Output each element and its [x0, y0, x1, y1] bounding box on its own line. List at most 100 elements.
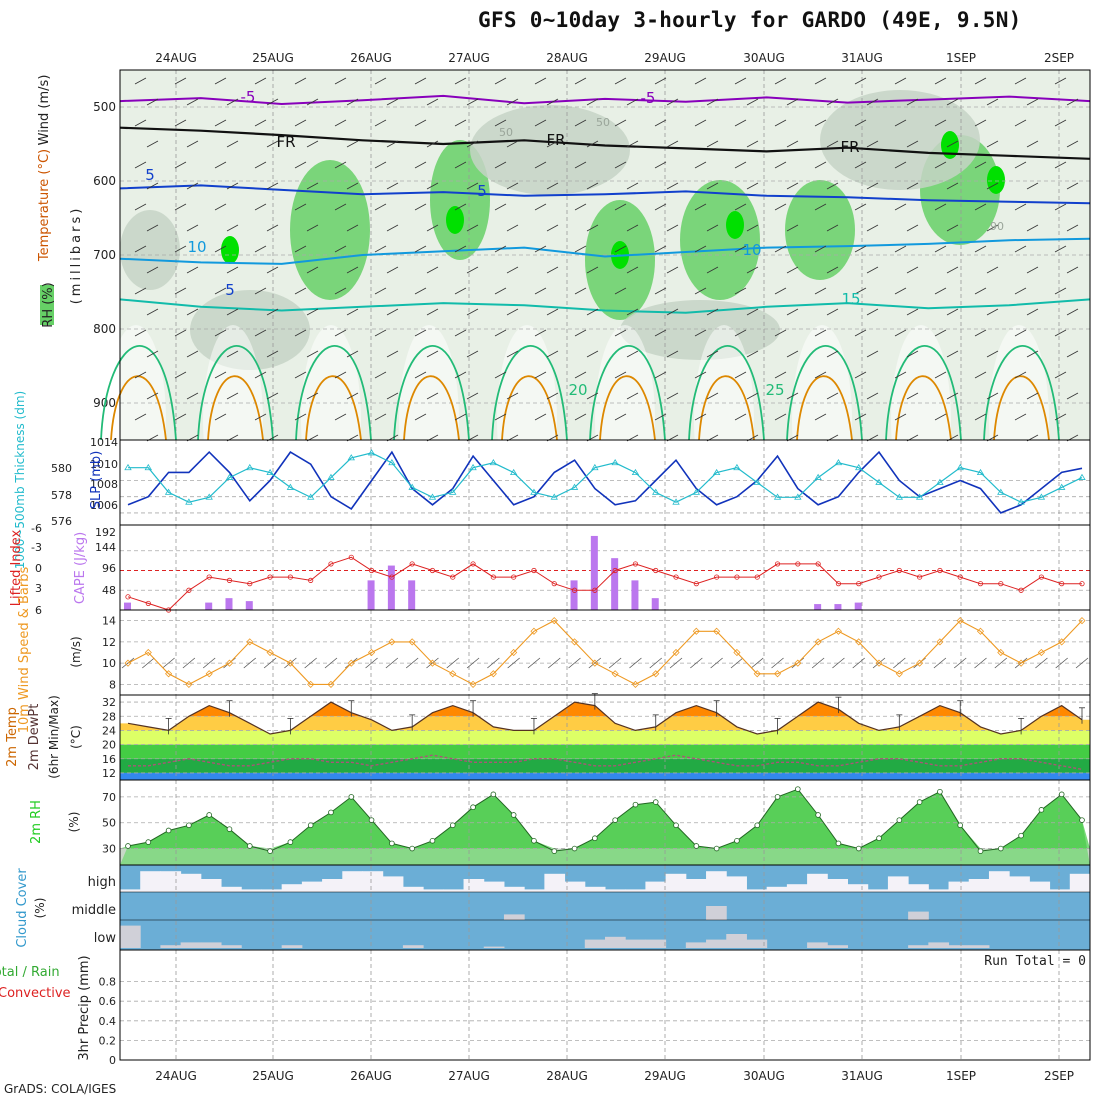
- wind-barb: [894, 287, 907, 295]
- wind-barb: [494, 287, 507, 295]
- rh-marker: [1018, 832, 1024, 839]
- thickness-marker: [814, 473, 822, 480]
- wind-barb: [666, 140, 679, 148]
- surface-wind-barb: [608, 657, 622, 669]
- wind-barb: [706, 392, 719, 400]
- wind-barb: [1014, 77, 1027, 85]
- wind-barb: [294, 329, 307, 337]
- cloud-layer-cell: [342, 871, 363, 892]
- cloud-layer-cell: [200, 942, 222, 948]
- wind-barb: [814, 329, 827, 337]
- wind-speed-marker: [286, 659, 294, 667]
- grads-credit: GrADS: COLA/IGES: [4, 1082, 117, 1096]
- wind-barb: [574, 161, 587, 169]
- thickness-marker: [672, 498, 680, 505]
- wind-barb: [174, 413, 187, 421]
- wind-barb: [866, 392, 879, 400]
- surface-wind-barb: [507, 657, 520, 669]
- thickness-marker: [367, 449, 376, 456]
- wind-barb: [254, 119, 267, 127]
- wind-barb: [1026, 308, 1039, 316]
- wind-barb: [694, 413, 707, 421]
- surface-wind-barb: [1055, 657, 1068, 669]
- contour-label: 5: [477, 182, 487, 200]
- cloud-layer-cell: [807, 942, 828, 948]
- wind-barb: [1066, 266, 1079, 274]
- wind-barb: [454, 77, 467, 85]
- cloud-layer-cell: [301, 881, 323, 892]
- wind-barb: [614, 161, 627, 169]
- dry-column: [497, 325, 557, 515]
- wind-barb: [546, 224, 559, 232]
- wind-barb: [774, 119, 787, 127]
- top-day-label: 25AUG: [252, 51, 294, 65]
- wind-barb: [506, 182, 519, 190]
- cloud-layer-cell: [241, 889, 262, 892]
- wind-barb: [986, 308, 999, 316]
- wind-barb: [854, 287, 867, 295]
- thickness-marker: [855, 463, 863, 471]
- contour-label: FR: [546, 131, 565, 149]
- wind-barb: [786, 140, 799, 148]
- wind-barb: [706, 266, 719, 274]
- wind-barb: [174, 371, 187, 379]
- temp-contour-25: [207, 375, 264, 441]
- cloud-layer-cell: [524, 889, 545, 892]
- cloud-low-label: low: [94, 931, 117, 946]
- wind-barb: [454, 119, 467, 127]
- rh-marker: [977, 848, 984, 854]
- thickness-marker: [611, 459, 619, 466]
- rh-marker: [937, 788, 943, 795]
- precip-tick: 0.2: [99, 1034, 117, 1047]
- pressure-tick: 600: [93, 174, 116, 188]
- wind-speed-marker: [834, 627, 842, 635]
- wind-barb: [346, 224, 359, 232]
- temp-contour-20: [197, 345, 274, 441]
- wind-barb: [414, 161, 427, 169]
- rh-marker: [876, 835, 882, 842]
- wind-barb: [374, 77, 387, 85]
- wind-barb: [134, 77, 147, 85]
- surface-wind-barb: [953, 657, 967, 669]
- rh-shading: [680, 180, 760, 300]
- wind-barb: [826, 140, 839, 148]
- wind-speed-marker: [388, 638, 396, 646]
- wind-barb: [866, 140, 879, 148]
- wind-barb: [614, 329, 627, 337]
- cloud-layer-cell: [362, 871, 384, 892]
- wind-barb: [494, 161, 507, 169]
- cape-axis-label: CAPE (J/kg): [73, 532, 88, 604]
- wind-speed-marker: [469, 680, 477, 688]
- thickness-marker: [915, 493, 924, 500]
- wind-speed-marker: [895, 670, 903, 678]
- wind-barb: [934, 329, 947, 337]
- temp-contour-25: [305, 375, 362, 441]
- li-tick: -6: [31, 522, 42, 535]
- wind-barb: [226, 140, 239, 148]
- wind-barb: [266, 392, 279, 400]
- rh-marker: [389, 840, 395, 847]
- wind-barb: [454, 203, 467, 211]
- surface-wind-barb: [142, 657, 155, 669]
- wind-barb: [934, 203, 947, 211]
- li-marker: [206, 574, 212, 580]
- wind-barb: [934, 77, 947, 85]
- wind-barb: [386, 308, 399, 316]
- cloud-layer-cell: [544, 873, 566, 892]
- precip-convective-label: Convective: [0, 986, 71, 1001]
- wind-barb: [1066, 392, 1079, 400]
- wind-barb: [626, 350, 639, 358]
- wind-barb: [426, 392, 439, 400]
- wind-barb: [774, 413, 787, 421]
- li-marker: [714, 574, 720, 580]
- surface-wind-barb: [263, 657, 277, 669]
- cloud-layer-cell: [200, 879, 222, 892]
- thickness-marker: [246, 463, 254, 471]
- wind-barb: [266, 98, 279, 106]
- wind-barb: [786, 392, 799, 400]
- surface-wind-barb: [852, 657, 865, 669]
- wind-speed-marker: [489, 670, 497, 678]
- rh-line: [127, 788, 1083, 852]
- wind-barb: [146, 308, 159, 316]
- surface-wind-barb: [162, 657, 175, 669]
